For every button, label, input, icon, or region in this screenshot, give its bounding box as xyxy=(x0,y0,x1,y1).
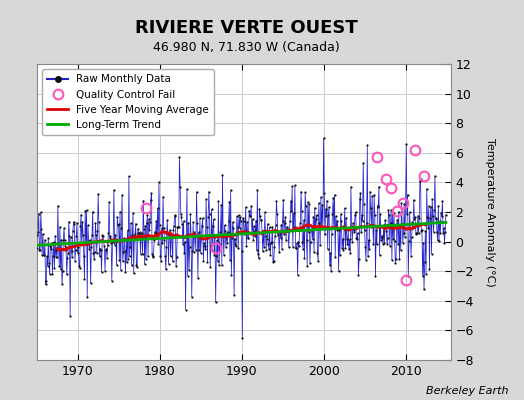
Y-axis label: Temperature Anomaly (°C): Temperature Anomaly (°C) xyxy=(485,138,495,286)
Text: RIVIERE VERTE OUEST: RIVIERE VERTE OUEST xyxy=(135,19,358,37)
Text: 46.980 N, 71.830 W (Canada): 46.980 N, 71.830 W (Canada) xyxy=(153,42,340,54)
Text: Berkeley Earth: Berkeley Earth xyxy=(426,386,508,396)
Legend: Raw Monthly Data, Quality Control Fail, Five Year Moving Average, Long-Term Tren: Raw Monthly Data, Quality Control Fail, … xyxy=(42,69,214,135)
